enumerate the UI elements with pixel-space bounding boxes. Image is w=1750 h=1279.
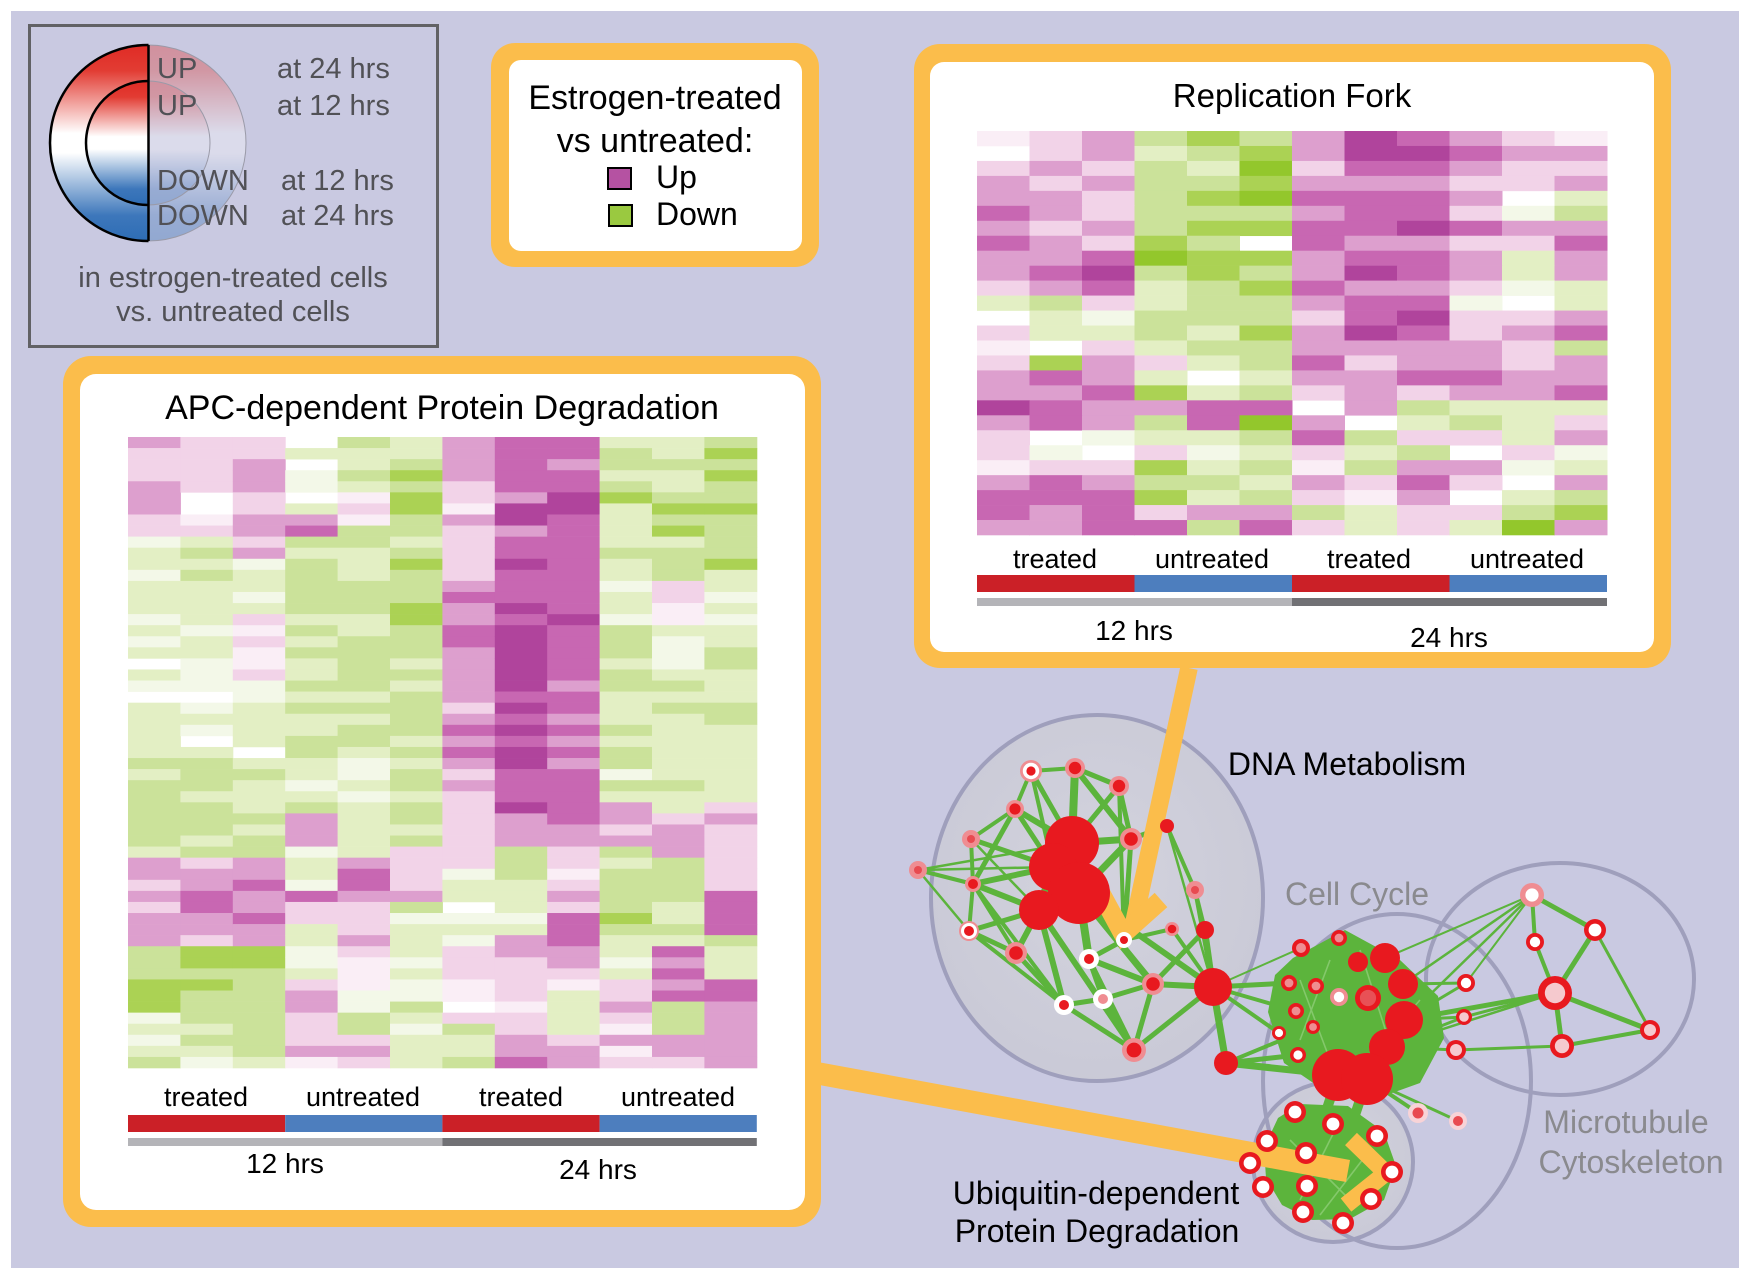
svg-text:vs. untreated cells: vs. untreated cells — [116, 296, 350, 328]
svg-text:treated: treated — [164, 1082, 248, 1112]
svg-text:UP: UP — [157, 90, 197, 122]
svg-text:in estrogen-treated cells: in estrogen-treated cells — [78, 262, 388, 294]
svg-text:untreated: untreated — [1470, 544, 1584, 574]
svg-text:Ubiquitin-dependent: Ubiquitin-dependent — [953, 1175, 1240, 1211]
svg-text:DOWN: DOWN — [157, 200, 249, 232]
svg-text:24 hrs: 24 hrs — [559, 1154, 637, 1185]
svg-text:Replication Fork: Replication Fork — [1173, 77, 1412, 114]
svg-text:untreated: untreated — [306, 1082, 420, 1112]
svg-text:DOWN: DOWN — [157, 165, 249, 197]
svg-text:vs untreated:: vs untreated: — [557, 122, 754, 160]
svg-text:untreated: untreated — [621, 1082, 735, 1112]
svg-text:at 12 hrs: at 12 hrs — [281, 165, 394, 197]
svg-text:DNA Metabolism: DNA Metabolism — [1228, 746, 1466, 782]
svg-text:24 hrs: 24 hrs — [1410, 622, 1488, 653]
svg-text:APC-dependent Protein Degradat: APC-dependent Protein Degradation — [165, 389, 719, 427]
svg-text:12 hrs: 12 hrs — [246, 1148, 324, 1179]
svg-text:Up: Up — [656, 159, 697, 195]
svg-text:Estrogen-treated: Estrogen-treated — [528, 79, 781, 117]
svg-text:treated: treated — [1327, 544, 1411, 574]
svg-text:UP: UP — [157, 53, 197, 85]
svg-text:Cytoskeleton: Cytoskeleton — [1539, 1144, 1724, 1180]
svg-text:Protein Degradation: Protein Degradation — [955, 1213, 1240, 1249]
svg-text:Cell Cycle: Cell Cycle — [1285, 876, 1429, 912]
svg-text:Microtubule: Microtubule — [1543, 1104, 1708, 1140]
svg-text:at 24 hrs: at 24 hrs — [277, 53, 390, 85]
svg-text:12 hrs: 12 hrs — [1095, 615, 1173, 646]
svg-text:at 12 hrs: at 12 hrs — [277, 90, 390, 122]
svg-text:at 24 hrs: at 24 hrs — [281, 200, 394, 232]
svg-text:treated: treated — [479, 1082, 563, 1112]
svg-text:untreated: untreated — [1155, 544, 1269, 574]
svg-text:treated: treated — [1013, 544, 1097, 574]
svg-text:Down: Down — [656, 196, 738, 232]
